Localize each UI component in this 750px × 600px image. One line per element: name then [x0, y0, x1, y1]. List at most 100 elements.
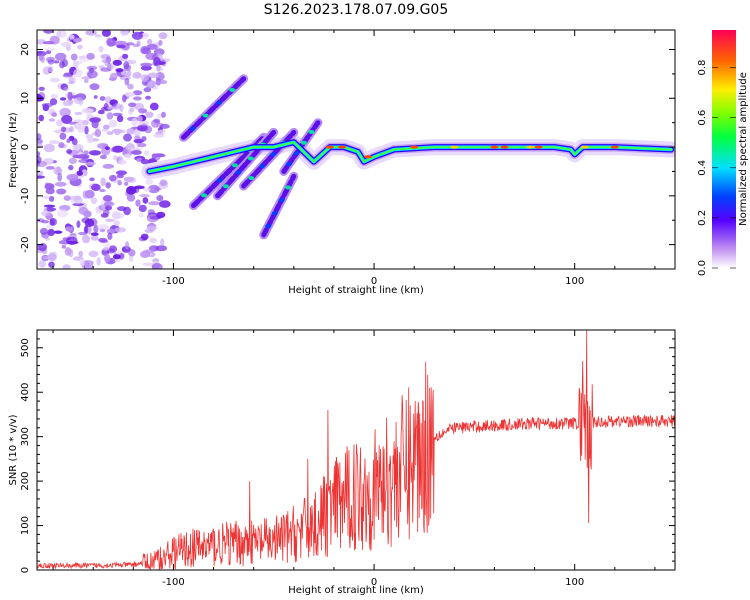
noise-blob — [135, 199, 141, 207]
noise-blob — [69, 126, 74, 133]
noise-blob — [156, 211, 166, 219]
noise-blob — [91, 183, 101, 191]
noise-blob — [126, 185, 137, 195]
noise-blob — [71, 138, 78, 146]
noise-blob — [66, 173, 79, 181]
noise-blob — [84, 225, 89, 234]
noise-blob — [112, 59, 123, 66]
noise-blob — [145, 178, 154, 185]
noise-blob — [124, 241, 130, 250]
noise-blob — [159, 200, 171, 208]
noise-blob — [153, 56, 161, 66]
noise-blob — [87, 70, 98, 79]
trace-hotspot — [534, 145, 543, 149]
noise-blob — [45, 166, 55, 170]
noise-blob — [89, 150, 101, 156]
noise-blob — [113, 254, 121, 260]
noise-blob — [43, 30, 54, 34]
noise-blob — [78, 55, 86, 60]
noise-blob — [128, 249, 136, 257]
noise-blob — [106, 106, 118, 110]
noise-blob — [55, 119, 64, 127]
streak-hotspot — [285, 185, 292, 190]
colorbar-tick-label: 0.2 — [697, 210, 708, 226]
noise-blob — [40, 220, 50, 224]
noise-blob — [97, 224, 110, 231]
noise-blob — [60, 126, 67, 132]
noise-blob — [43, 204, 56, 208]
noise-blob — [72, 203, 84, 206]
noise-blob — [90, 235, 99, 241]
noise-blob — [58, 142, 65, 149]
noise-blob — [37, 156, 42, 164]
noise-blob — [84, 78, 89, 84]
noise-blob — [130, 147, 142, 151]
noise-blob — [79, 258, 86, 267]
noise-blob — [103, 201, 115, 207]
trace-hotspot — [610, 145, 619, 149]
y-tick-label: 100 — [20, 516, 31, 535]
noise-blob — [140, 233, 149, 240]
noise-blob — [61, 114, 73, 124]
noise-blob — [148, 184, 160, 194]
y-tick-label: -10 — [20, 188, 31, 204]
noise-blob — [106, 112, 114, 120]
noise-blob — [38, 260, 47, 268]
noise-blob — [41, 211, 52, 217]
noise-blob — [44, 47, 56, 52]
colorbar-label: Normalized spectral amplitude — [738, 72, 749, 226]
noise-blob — [56, 30, 67, 38]
noise-blob — [122, 53, 129, 59]
noise-blob — [68, 157, 77, 164]
noise-blob — [154, 187, 162, 191]
noise-blob — [53, 166, 63, 175]
noise-blob — [133, 128, 141, 138]
noise-blob — [148, 201, 161, 206]
y-tick-label: 200 — [20, 472, 31, 491]
streak-hotspot — [235, 170, 242, 175]
noise-blob — [89, 83, 100, 91]
noise-blob — [78, 231, 88, 236]
noise-blob — [49, 218, 55, 226]
noise-blob — [118, 252, 125, 260]
noise-blob — [93, 224, 99, 233]
noise-blob — [98, 45, 104, 53]
noise-blob — [63, 86, 69, 91]
noise-blob — [77, 44, 83, 50]
noise-blob — [118, 160, 127, 165]
noise-blob — [136, 124, 148, 132]
noise-blob — [42, 41, 55, 45]
noise-blob — [134, 185, 145, 190]
noise-blob — [123, 133, 132, 142]
spectrogram-image — [37, 30, 675, 269]
streak-hotspot — [201, 193, 207, 198]
noise-blob — [126, 128, 135, 135]
noise-blob — [43, 143, 55, 153]
noise-blob — [153, 133, 165, 138]
noise-blob — [48, 195, 55, 202]
noise-blob — [143, 87, 152, 93]
noise-blob — [67, 91, 73, 101]
noise-blob — [136, 157, 143, 163]
noise-blob — [138, 204, 147, 213]
noise-blob — [131, 117, 138, 127]
noise-blob — [161, 111, 166, 118]
noise-blob — [127, 83, 134, 90]
noise-blob — [132, 72, 142, 79]
noise-blob — [160, 238, 165, 246]
noise-blob — [102, 247, 109, 251]
noise-blob — [100, 177, 106, 187]
streak-hotspot — [285, 162, 292, 167]
noise-blob — [55, 52, 67, 61]
noise-blob — [101, 30, 111, 37]
noise-blob — [158, 40, 163, 46]
noise-blob — [106, 228, 115, 235]
noise-blob — [100, 154, 107, 160]
noise-blob — [68, 80, 75, 84]
noise-blob — [158, 80, 168, 84]
streak-hotspot — [270, 152, 277, 157]
noise-blob — [49, 251, 57, 257]
noise-blob — [147, 72, 159, 78]
noise-blob — [104, 146, 110, 151]
noise-blob — [59, 132, 67, 140]
